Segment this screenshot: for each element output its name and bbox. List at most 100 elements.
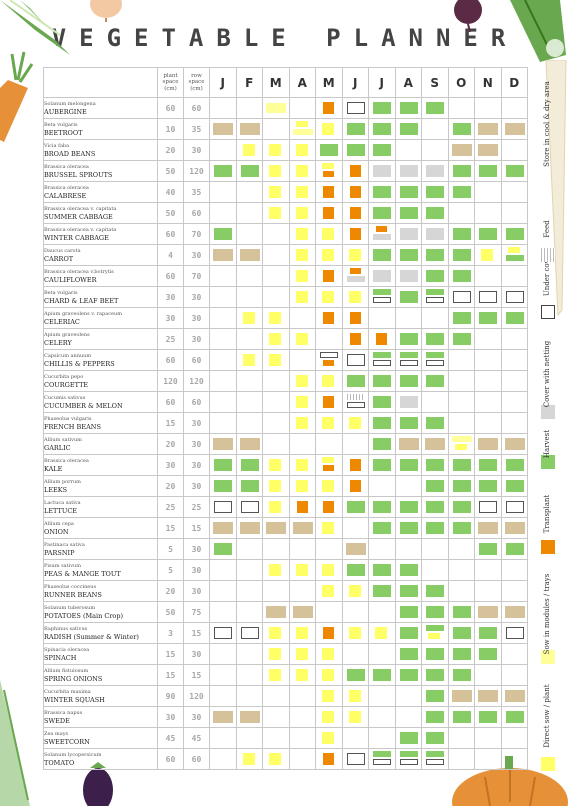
- plant-space-value: 60: [157, 97, 184, 119]
- vegetable-row: Brassica oleracea CALABRESE 40 35: [43, 181, 528, 203]
- scientific-name: Brassica oleracea v. capitata: [44, 227, 117, 233]
- direct-sow-block: [375, 627, 387, 639]
- vegetable-name-cell: Cucumis sativus CUCUMBER & MELON: [43, 391, 158, 413]
- direct-sow-block: [269, 165, 281, 177]
- harvest-block: [373, 186, 391, 198]
- row-space-value: 30: [183, 328, 210, 350]
- month-cell: [341, 391, 369, 413]
- month-cell: [474, 433, 502, 455]
- direct-sow-block: [428, 633, 440, 639]
- month-cell: [315, 727, 343, 749]
- month-cell: [368, 265, 396, 287]
- month-cell: [315, 538, 343, 560]
- month-cell: [315, 601, 343, 623]
- direct-sow-block: [242, 753, 255, 765]
- month-cell: [288, 433, 316, 455]
- direct-sow-block: [322, 669, 334, 681]
- plant-space-value: 20: [157, 580, 184, 602]
- vegetable-row: Phaseolus coccineus RUNNER BEANS 20 30: [43, 580, 528, 602]
- vegetable-row: Allium cepa ONION 15 15: [43, 517, 528, 539]
- transplant-block: [323, 465, 334, 471]
- store-block: [478, 690, 498, 702]
- plant-space-value: 10: [157, 118, 184, 140]
- month-cell: [288, 391, 316, 413]
- harvest-block: [505, 312, 524, 324]
- month-cell: [394, 727, 422, 749]
- under-cover-block: [346, 354, 365, 366]
- legend-swatch: [541, 650, 555, 664]
- month-cell: [394, 580, 422, 602]
- cover-netting-block: [399, 228, 418, 240]
- month-cell: [394, 97, 422, 119]
- vegetable-name-cell: Zea mays SWEETCORN: [43, 727, 158, 749]
- direct-sow-block: [295, 249, 308, 261]
- vegetable-name-cell: Solanum lycopersicum TOMATO: [43, 748, 158, 770]
- month-cell: [209, 454, 237, 476]
- month-cell: [262, 433, 290, 455]
- month-cell: [288, 559, 316, 581]
- harvest-block: [373, 249, 391, 261]
- month-cell: [315, 622, 343, 644]
- month-cell: [235, 559, 263, 581]
- month-cell: [474, 181, 502, 203]
- row-space-value: 30: [183, 538, 210, 560]
- month-cell: [368, 517, 396, 539]
- direct-sow-block: [507, 247, 520, 253]
- legend-label: Harvest: [543, 429, 551, 459]
- month-cell: [394, 559, 422, 581]
- month-cell: [209, 97, 237, 119]
- direct-sow-block: [295, 627, 308, 639]
- harvest-block: [320, 144, 338, 156]
- vegetable-name-cell: Brassica oleracea BRUSSEL SPROUTS: [43, 160, 158, 182]
- month-cell: [447, 223, 475, 245]
- month-cell: [341, 118, 369, 140]
- direct-sow-block: [322, 690, 334, 702]
- month-cell: [262, 748, 290, 770]
- cover-netting-block: [399, 270, 418, 282]
- month-cell: [394, 223, 422, 245]
- month-cell: [235, 517, 263, 539]
- harvest-block: [479, 711, 497, 723]
- month-cell: [500, 286, 528, 308]
- month-cell: [262, 475, 290, 497]
- month-cell: [288, 496, 316, 518]
- plant-space-value: 15: [157, 664, 184, 686]
- month-cell: [368, 433, 396, 455]
- month-cell: [394, 748, 422, 770]
- harvest-block: [373, 207, 391, 219]
- plant-space-value: 90: [157, 685, 184, 707]
- direct-sow-block: [269, 354, 281, 366]
- month-cell: [474, 475, 502, 497]
- month-cell: [209, 622, 237, 644]
- common-name: CUCUMBER & MELON: [44, 402, 123, 410]
- month-cell: [209, 118, 237, 140]
- month-cell: [235, 118, 263, 140]
- month-cell: [447, 202, 475, 224]
- month-cell: [368, 580, 396, 602]
- month-cell: [288, 727, 316, 749]
- row-space-value: 70: [183, 265, 210, 287]
- transplant-block: [323, 501, 334, 513]
- row-space-value: 25: [183, 496, 210, 518]
- vegetable-name-cell: Allium sativum GARLIC: [43, 433, 158, 455]
- harvest-block: [214, 480, 232, 492]
- month-cell: [235, 496, 263, 518]
- month-cell: [421, 454, 449, 476]
- store-block: [292, 606, 313, 618]
- month-cell: [421, 181, 449, 203]
- month-cell: [262, 727, 290, 749]
- harvest-block: [505, 165, 524, 177]
- month-cell: [447, 685, 475, 707]
- month-cell: [474, 727, 502, 749]
- month-cell: [262, 181, 290, 203]
- month-cell: [500, 664, 528, 686]
- month-cell: [500, 454, 528, 476]
- month-cell: [315, 370, 343, 392]
- month-cell: [368, 370, 396, 392]
- month-cell: [447, 412, 475, 434]
- month-cell: [315, 580, 343, 602]
- month-cell: [315, 433, 343, 455]
- month-cell: [235, 307, 263, 329]
- scientific-name: Brassica oleracea v. capitata: [44, 206, 117, 212]
- vegetable-row: Spinacia oleracea SPINACH 15 30: [43, 643, 528, 665]
